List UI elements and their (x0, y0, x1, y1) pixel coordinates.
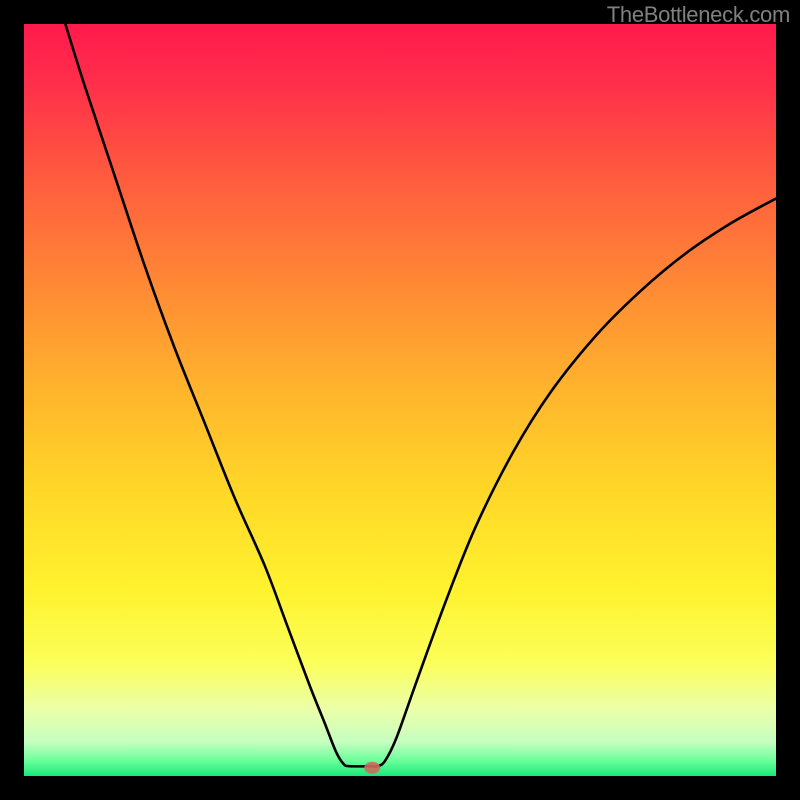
plot-background (24, 24, 776, 776)
bottleneck-curve-chart (0, 0, 800, 800)
optimum-marker (364, 762, 380, 774)
chart-container: TheBottleneck.com (0, 0, 800, 800)
watermark-text: TheBottleneck.com (607, 2, 790, 28)
